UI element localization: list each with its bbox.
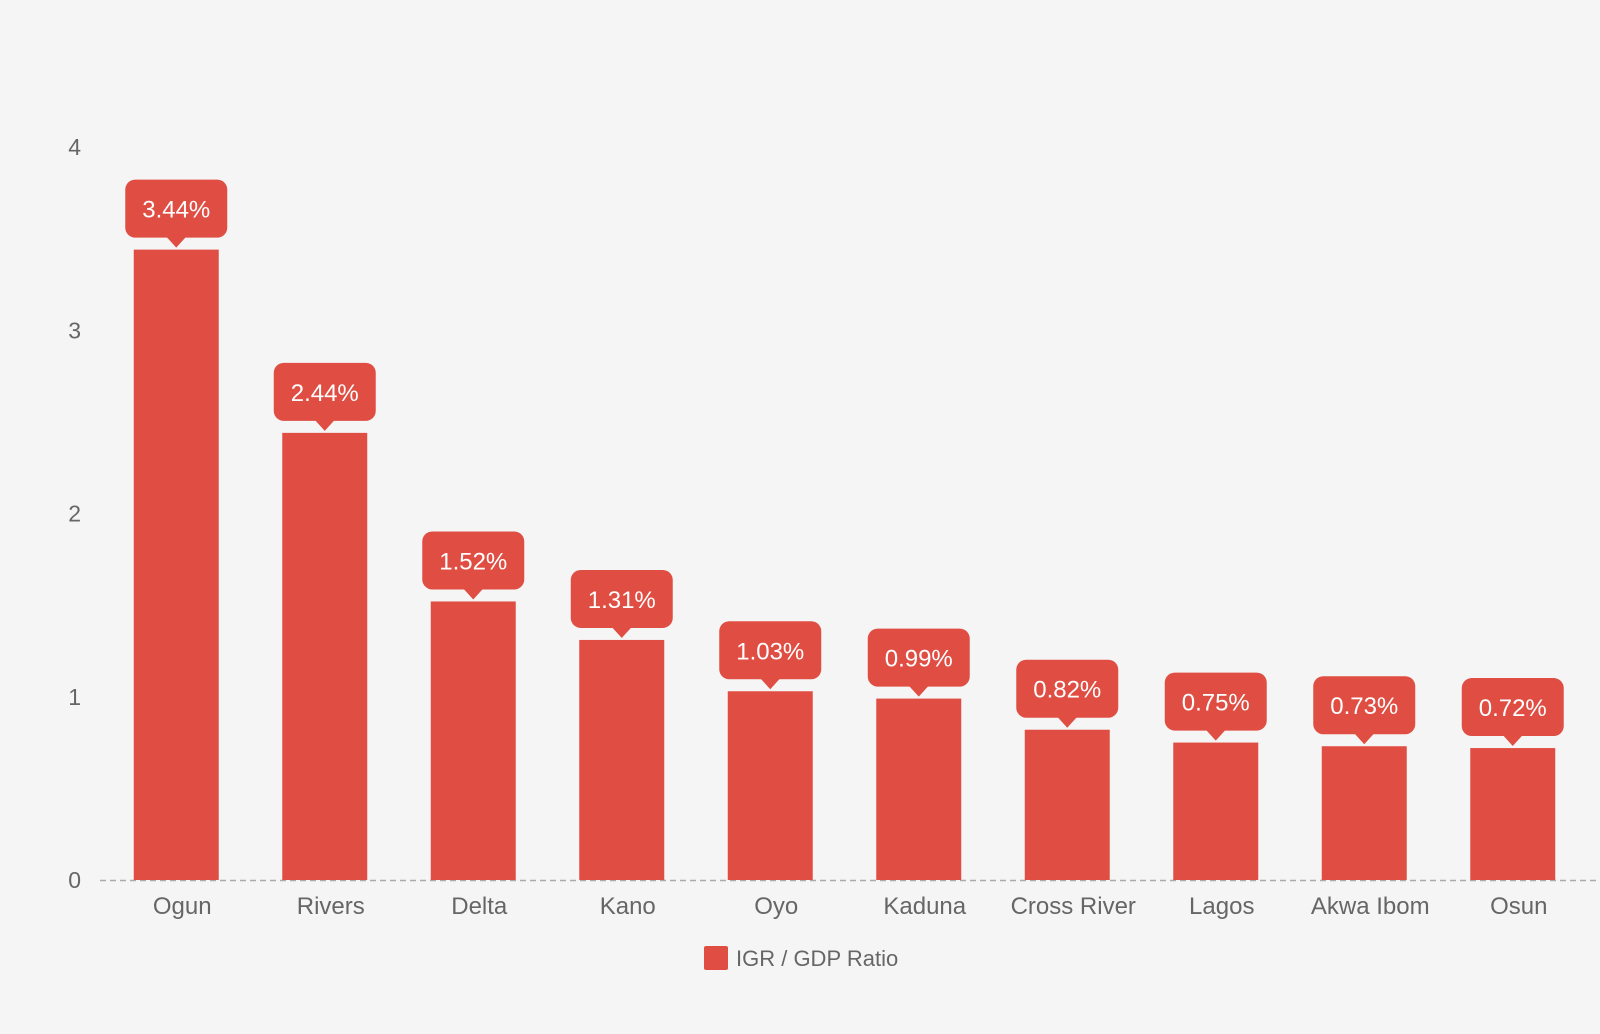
data-label-rivers: 2.44% bbox=[273, 362, 376, 431]
x-category-label-osun: Osun bbox=[1490, 893, 1547, 920]
data-label-text: 1.31% bbox=[588, 587, 656, 614]
data-label-text: 0.82% bbox=[1033, 677, 1101, 704]
data-label-pointer bbox=[611, 626, 632, 638]
y-tick-label-0: 0 bbox=[68, 867, 81, 893]
data-label-box bbox=[125, 179, 228, 238]
data-label-ogun: 3.44% bbox=[125, 179, 228, 248]
data-label-lagos: 0.75% bbox=[1164, 672, 1267, 741]
data-label-kaduna: 0.99% bbox=[867, 628, 970, 697]
data-label-pointer bbox=[1354, 733, 1375, 745]
legend[interactable]: IGR / GDP Ratio bbox=[704, 946, 898, 971]
x-category-label-rivers: Rivers bbox=[297, 893, 365, 920]
data-label-pointer bbox=[463, 588, 484, 600]
data-labels: 3.44% 2.44% 1.52% 1.31% 1.03% 0.99% 0.82% 0.75%… bbox=[125, 179, 1564, 747]
bar-cross-river[interactable] bbox=[1024, 729, 1110, 880]
x-category-label-ogun: Ogun bbox=[153, 893, 212, 920]
data-label-akwa-ibom: 0.73% bbox=[1313, 676, 1416, 745]
y-tick-label-1: 1 bbox=[68, 684, 81, 710]
bar-osun[interactable] bbox=[1470, 748, 1556, 880]
bar-ogun[interactable] bbox=[133, 249, 219, 880]
data-label-text: 2.44% bbox=[291, 380, 359, 407]
bar-delta[interactable] bbox=[430, 601, 516, 880]
bar-lagos[interactable] bbox=[1173, 742, 1259, 880]
data-label-text: 1.03% bbox=[736, 638, 804, 665]
data-label-text: 0.75% bbox=[1182, 690, 1250, 717]
data-label-pointer bbox=[1057, 716, 1078, 728]
bar-kano[interactable] bbox=[579, 639, 665, 880]
y-tick-label-3: 3 bbox=[68, 317, 81, 343]
y-tick-label-4: 4 bbox=[68, 134, 81, 160]
data-label-box bbox=[719, 621, 822, 680]
data-label-kano: 1.31% bbox=[570, 569, 673, 638]
data-label-pointer bbox=[314, 419, 335, 431]
x-category-label-kano: Kano bbox=[600, 893, 656, 920]
data-label-text: 1.52% bbox=[439, 548, 507, 575]
x-category-label-cross-river: Cross River bbox=[1011, 893, 1136, 920]
data-label-delta: 1.52% bbox=[422, 531, 525, 600]
data-label-pointer bbox=[908, 685, 929, 697]
x-category-label-akwa-ibom: Akwa Ibom bbox=[1311, 893, 1430, 920]
data-label-pointer bbox=[1205, 729, 1226, 741]
data-label-box bbox=[1313, 676, 1416, 735]
data-label-box bbox=[1016, 659, 1119, 718]
y-tick-label-2: 2 bbox=[68, 501, 81, 527]
data-label-oyo: 1.03% bbox=[719, 621, 822, 690]
bars bbox=[133, 249, 1556, 880]
legend-label: IGR / GDP Ratio bbox=[736, 946, 898, 971]
bar-kaduna[interactable] bbox=[876, 698, 962, 880]
data-label-text: 3.44% bbox=[142, 197, 210, 224]
data-label-pointer bbox=[166, 236, 187, 248]
x-category-label-oyo: Oyo bbox=[754, 893, 798, 920]
x-category-label-lagos: Lagos bbox=[1189, 893, 1254, 920]
data-label-pointer bbox=[760, 678, 781, 690]
data-label-box bbox=[1461, 678, 1564, 737]
data-label-box bbox=[422, 531, 525, 590]
data-label-pointer bbox=[1502, 735, 1523, 747]
data-label-box bbox=[867, 628, 970, 687]
data-label-osun: 0.72% bbox=[1461, 678, 1564, 747]
data-label-box bbox=[1164, 672, 1267, 731]
x-category-label-delta: Delta bbox=[451, 893, 508, 920]
y-axis: 0 1 2 3 4 bbox=[68, 134, 81, 893]
bar-akwa-ibom[interactable] bbox=[1321, 746, 1407, 880]
data-label-box bbox=[273, 362, 376, 421]
data-label-text: 0.72% bbox=[1479, 695, 1547, 722]
x-axis-categories: Ogun Rivers Delta Kano Oyo Kaduna Cross River L… bbox=[153, 893, 1548, 920]
data-label-text: 0.73% bbox=[1330, 693, 1398, 720]
legend-swatch bbox=[704, 946, 728, 970]
data-label-box bbox=[570, 569, 673, 628]
data-label-cross-river: 0.82% bbox=[1016, 659, 1119, 728]
bar-rivers[interactable] bbox=[282, 432, 368, 880]
data-label-text: 0.99% bbox=[885, 646, 953, 673]
bar-oyo[interactable] bbox=[727, 691, 813, 880]
x-category-label-kaduna: Kaduna bbox=[883, 893, 966, 920]
